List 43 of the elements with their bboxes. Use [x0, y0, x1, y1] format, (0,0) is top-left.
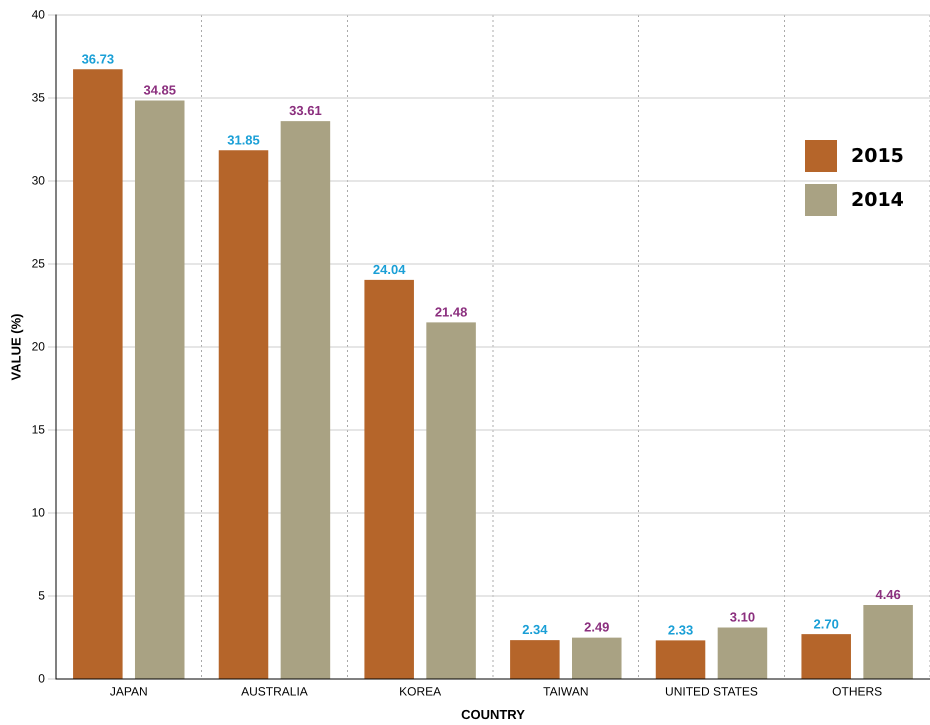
bar	[134, 100, 185, 678]
y-tick-label: 5	[38, 588, 46, 602]
y-tick-label: 40	[32, 7, 46, 22]
y-tick-label: 35	[32, 90, 46, 104]
x-axis-title: COUNTRY	[461, 706, 526, 722]
y-tick-label: 15	[32, 422, 46, 436]
y-tick-label: 10	[32, 505, 46, 520]
data-label: 2.70	[814, 616, 839, 632]
data-label: 2.49	[584, 620, 610, 635]
data-label: 4.46	[875, 587, 901, 602]
x-tick-label: TAIWAN	[543, 684, 588, 699]
x-tick-label: OTHERS	[832, 684, 882, 699]
data-label: 2.33	[668, 622, 694, 638]
data-label: 24.04	[372, 262, 406, 278]
y-tick-label: 20	[32, 339, 46, 354]
y-tick-label: 0	[38, 671, 46, 686]
x-tick-label: KOREA	[399, 684, 442, 699]
bar	[73, 69, 123, 678]
data-label: 2.34	[522, 622, 548, 638]
data-label: 34.85	[143, 82, 176, 98]
y-tick-label: 25	[32, 256, 46, 270]
bar	[718, 628, 768, 678]
x-tick-label: JAPAN	[110, 684, 148, 699]
y-tick-label: 30	[32, 173, 46, 188]
data-label: 31.85	[227, 132, 260, 148]
x-tick-label: AUSTRALIA	[241, 684, 308, 699]
bar	[426, 322, 476, 678]
data-label: 33.61	[289, 103, 322, 118]
data-label: 36.73	[82, 51, 114, 66]
legend-label: 2014	[851, 189, 904, 211]
bar	[656, 640, 706, 678]
bar	[364, 280, 414, 678]
bar	[801, 634, 851, 678]
bar	[280, 121, 330, 678]
legend-label: 2015	[851, 145, 904, 167]
y-axis-title: VALUE (%)	[8, 314, 24, 380]
data-label: 21.48	[434, 304, 468, 320]
data-label: 3.10	[730, 610, 756, 625]
bar	[863, 604, 913, 678]
bar	[510, 640, 560, 678]
x-tick-label: UNITED STATES	[665, 684, 758, 699]
bar	[218, 150, 268, 678]
bar	[572, 638, 622, 678]
